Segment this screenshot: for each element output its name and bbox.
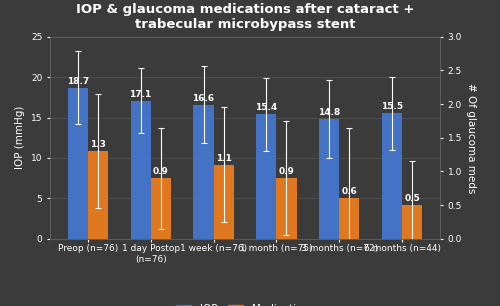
Bar	[214, 165, 234, 239]
Bar	[130, 101, 150, 239]
Legend: IOP, Medications: IOP, Medications	[172, 300, 318, 306]
Y-axis label: IOP (mmHg): IOP (mmHg)	[16, 106, 26, 170]
Text: 0.9: 0.9	[153, 167, 168, 176]
Bar	[256, 114, 276, 239]
Text: 0.9: 0.9	[278, 167, 294, 176]
Text: 0.5: 0.5	[404, 194, 420, 203]
Y-axis label: # Of glaucoma meds: # Of glaucoma meds	[466, 83, 476, 193]
Bar	[68, 88, 88, 239]
Bar	[88, 151, 108, 239]
Text: 17.1: 17.1	[130, 90, 152, 99]
Text: 18.7: 18.7	[66, 76, 89, 86]
Text: 1.3: 1.3	[90, 140, 106, 149]
Text: 15.4: 15.4	[255, 103, 278, 112]
Bar	[150, 178, 171, 239]
Text: 16.6: 16.6	[192, 94, 214, 103]
Bar	[319, 119, 340, 239]
Text: 14.8: 14.8	[318, 108, 340, 117]
Title: IOP & glaucoma medications after cataract +
trabecular microbypass stent: IOP & glaucoma medications after catarac…	[76, 3, 414, 32]
Bar	[402, 205, 422, 239]
Bar	[340, 198, 359, 239]
Text: 1.1: 1.1	[216, 154, 232, 162]
Bar	[194, 105, 214, 239]
Text: 15.5: 15.5	[381, 103, 403, 111]
Text: 0.6: 0.6	[342, 187, 357, 196]
Bar	[276, 178, 296, 239]
Bar	[382, 114, 402, 239]
